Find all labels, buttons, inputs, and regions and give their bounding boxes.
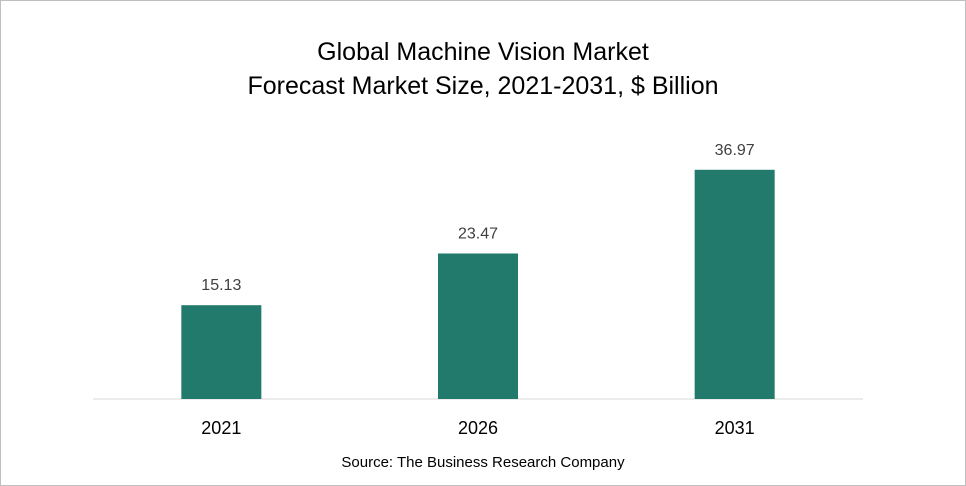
x-tick-label-2031: 2031: [715, 418, 755, 438]
source-note: Source: The Business Research Company: [341, 454, 625, 471]
chart-title: Global Machine Vision Market: [317, 38, 649, 66]
x-tick-label-2021: 2021: [201, 418, 241, 438]
data-label-2031: 36.97: [715, 142, 755, 159]
chart-subtitle: Forecast Market Size, 2021-2031, $ Billi…: [247, 72, 719, 100]
data-label-2026: 23.47: [458, 225, 498, 242]
bar-2031: [694, 169, 775, 399]
x-tick-label-2026: 2026: [458, 418, 498, 438]
data-label-2021: 15.13: [201, 277, 241, 294]
chart-title-block: Global Machine Vision Market Forecast Ma…: [1, 35, 965, 103]
bar-2026: [438, 253, 518, 399]
bar-2021: [181, 305, 262, 399]
